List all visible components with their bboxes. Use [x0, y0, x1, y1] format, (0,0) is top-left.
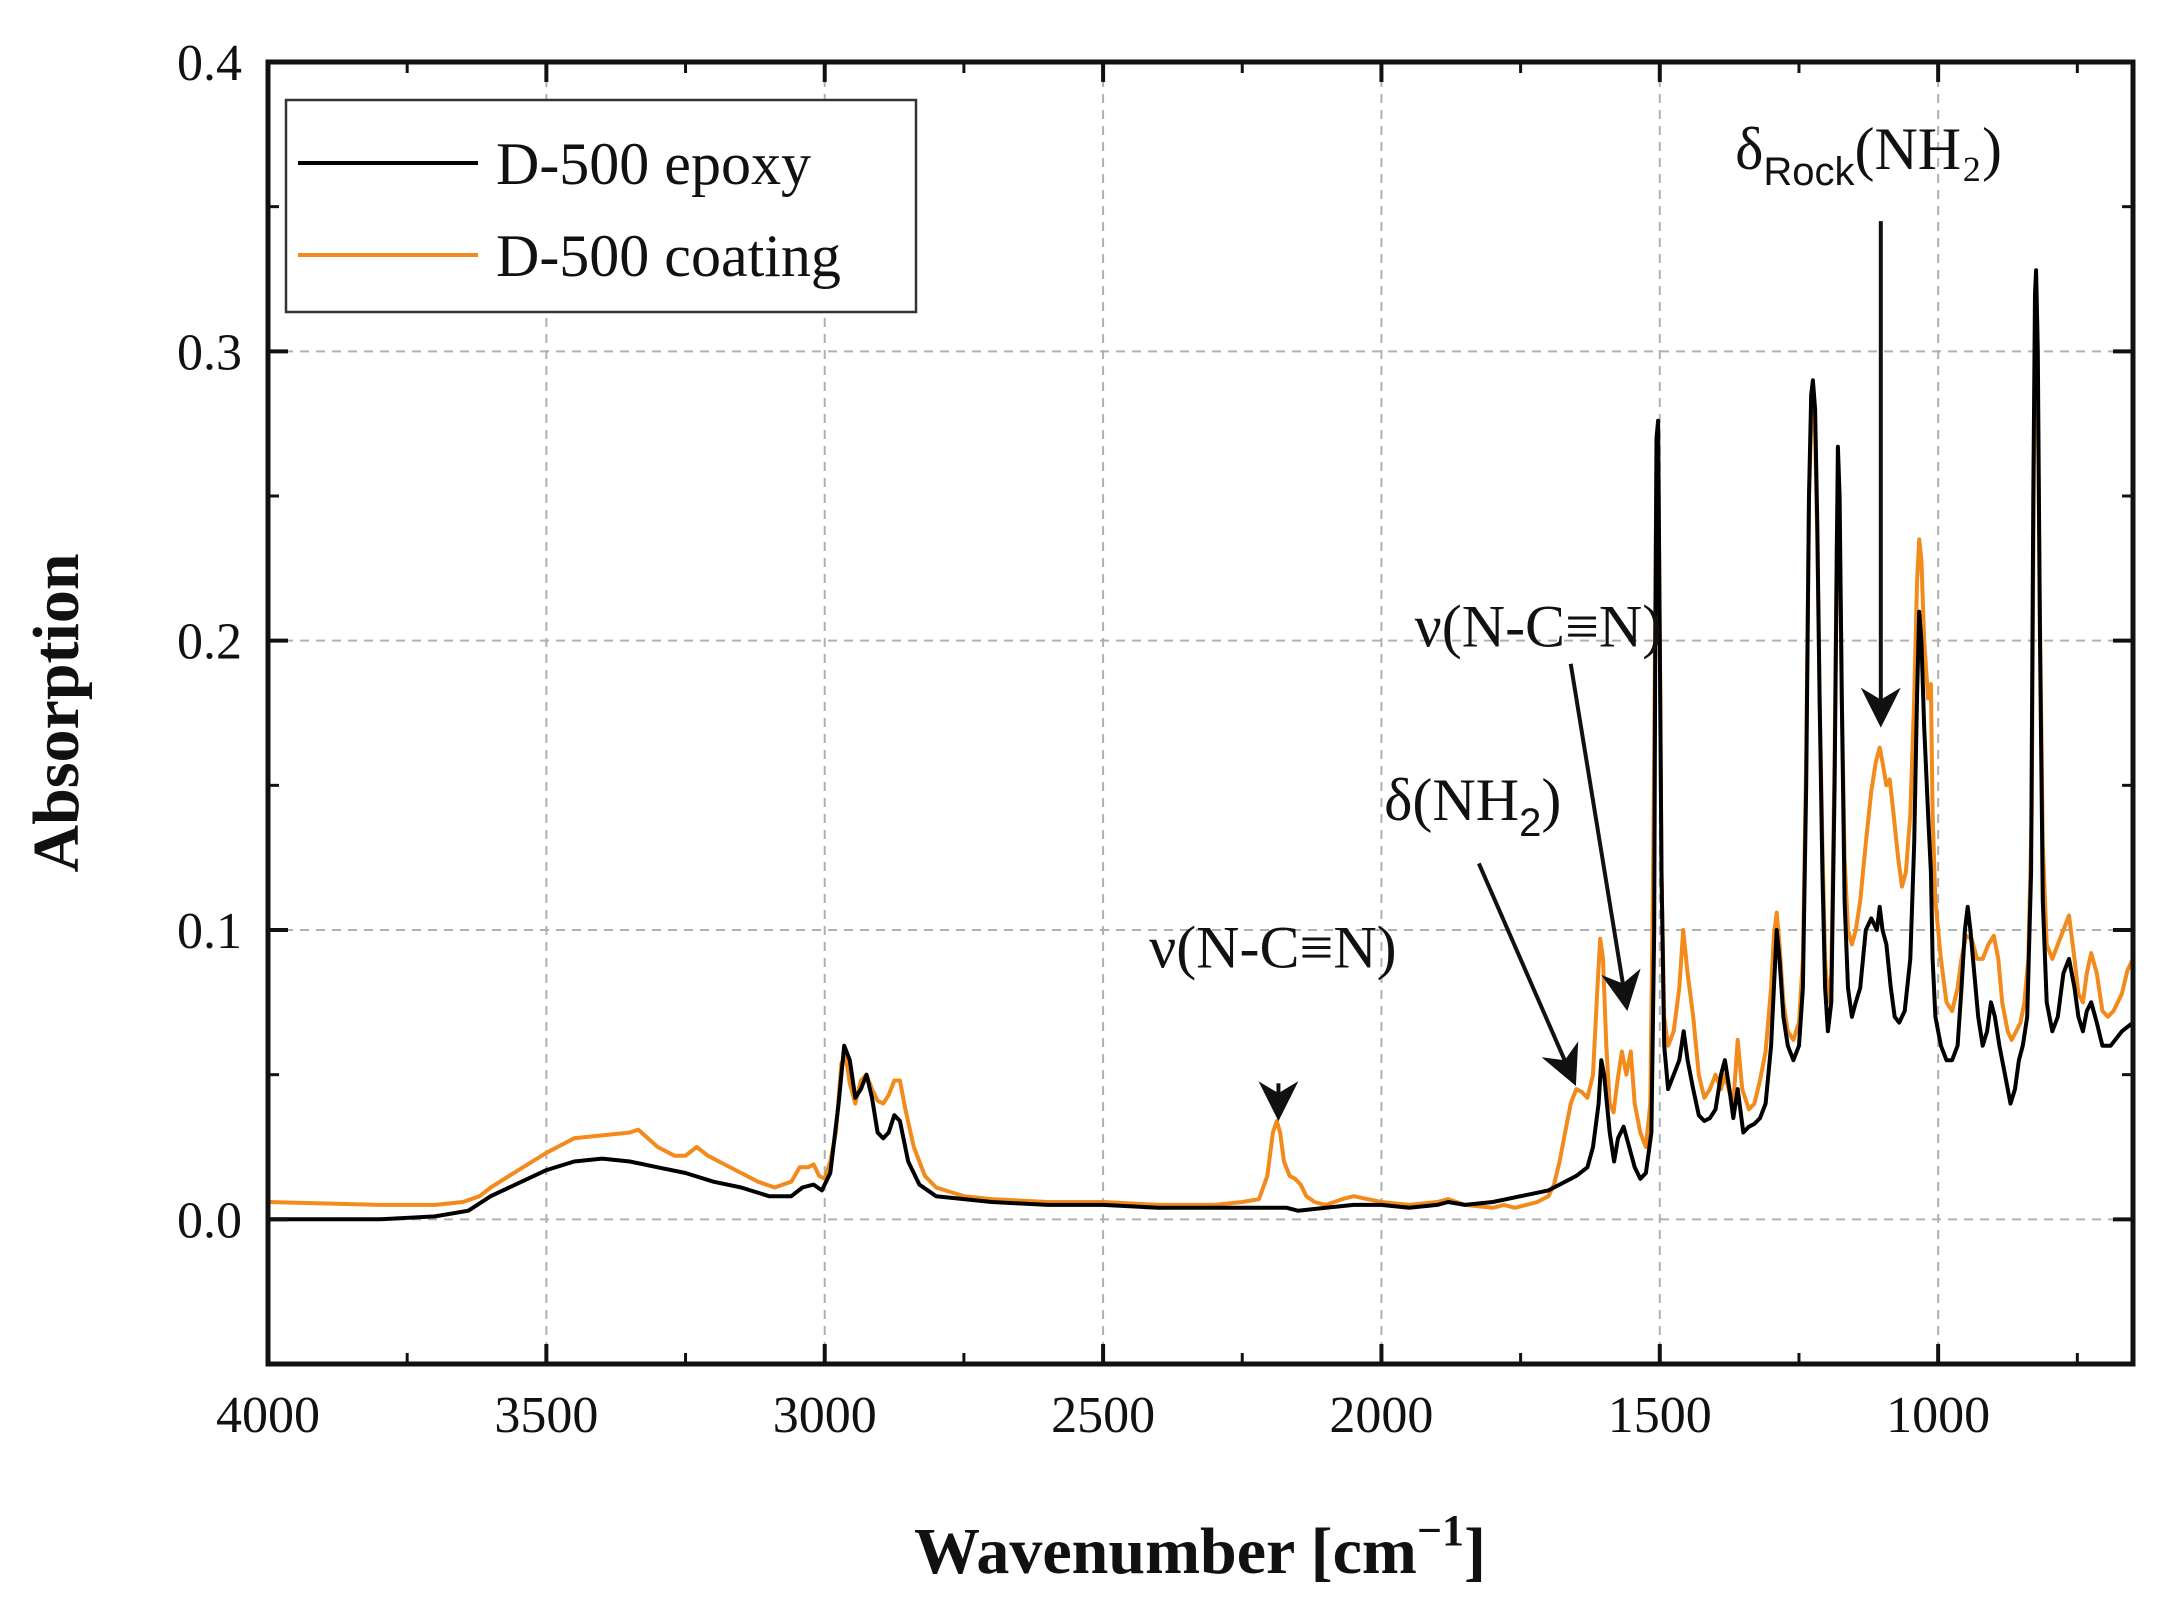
annotation-label-main: ν(N-C≡N)	[1149, 915, 1397, 981]
y-tick-label: 0.3	[177, 324, 242, 381]
legend-box	[284, 98, 918, 314]
y-tick-label: 0.1	[177, 903, 242, 960]
annotation-label-subscript: 2	[1519, 801, 1541, 845]
series-line-epoxy	[268, 268, 2133, 1222]
annotations: ν(N-C≡N) δ(NH2) ν(N-C≡N) δRock(NH₂)	[1149, 116, 2002, 1122]
x-tick-label: 4000	[216, 1387, 320, 1444]
x-tick-label: 3500	[494, 1387, 598, 1444]
annotation-arrow-nu-ncn-1570	[1568, 663, 1641, 1012]
x-axis-title-tail: ]	[1464, 1515, 1486, 1588]
x-tick-label: 1500	[1608, 1387, 1712, 1444]
annotation-label-main: δ(NH	[1384, 767, 1519, 833]
plot-frame	[265, 59, 2136, 1367]
annotation-label-nu-ncn-1570: ν(N-C≡N)	[1415, 593, 1663, 659]
annotation-label-delta-rock-nh2: δRock(NH₂)	[1735, 116, 2002, 194]
x-tick-label: 1000	[1886, 1387, 1990, 1444]
y-tick-label: 0.2	[177, 614, 242, 671]
annotation-label-tail: )	[1541, 767, 1561, 833]
y-tick-label: 0.0	[177, 1192, 242, 1249]
y-axis-title: Absorption	[20, 553, 93, 872]
x-tick-label: 3000	[773, 1387, 877, 1444]
annotation-label-nu-ncn-2190: ν(N-C≡N)	[1149, 915, 1397, 981]
y-tick-label: 0.4	[177, 35, 242, 92]
legend-label-epoxy: D-500 epoxy	[496, 131, 811, 197]
legend-label-coating: D-500 coating	[496, 223, 841, 289]
annotation-label-main: ν(N-C≡N)	[1415, 593, 1663, 659]
x-tick-label: 2000	[1329, 1387, 1433, 1444]
x-axis-title-main: Wavenumber [cm	[914, 1515, 1417, 1588]
x-axis-title-superscript: −1	[1417, 1506, 1464, 1555]
legend: D-500 epoxy D-500 coating	[284, 98, 918, 314]
x-axis-title: Wavenumber [cm−1]	[914, 1506, 1486, 1588]
axis-ticks: 4000 3500 3000 2500 2000 1500 1000 0.0 0.1 0.2 0.3…	[177, 35, 2133, 1444]
annotation-label-tail: (NH₂)	[1854, 116, 2002, 182]
x-tick-label: 2500	[1051, 1387, 1155, 1444]
annotation-label-delta-nh2: δ(NH2)	[1384, 767, 1561, 845]
annotation-label-main: δ	[1735, 116, 1763, 182]
series-layer	[268, 268, 2133, 1222]
annotation-arrow-delta-nh2	[1477, 862, 1579, 1086]
annotation-label-subscript: Rock	[1763, 150, 1855, 194]
